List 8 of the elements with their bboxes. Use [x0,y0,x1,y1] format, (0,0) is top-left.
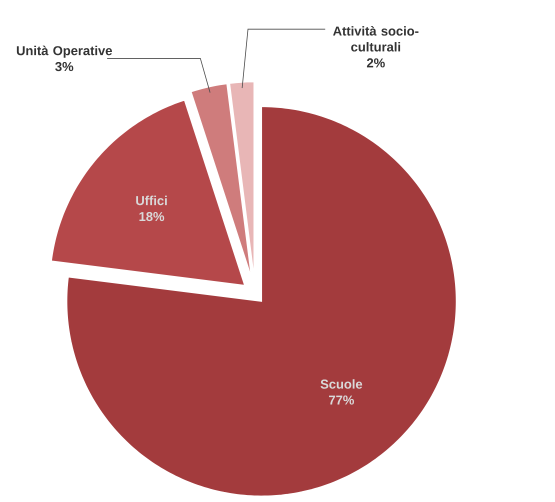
slice-label: Scuole [320,379,362,389]
data-label: 18% [139,212,164,221]
data-label: 3% [55,62,74,71]
data-label: 77% [329,395,354,404]
slice-label: Uffici [136,195,167,205]
data-label: 2% [366,58,385,68]
slice-label: Attività socio-culturali [333,26,418,52]
slice-label: Unità Operative [16,45,112,58]
